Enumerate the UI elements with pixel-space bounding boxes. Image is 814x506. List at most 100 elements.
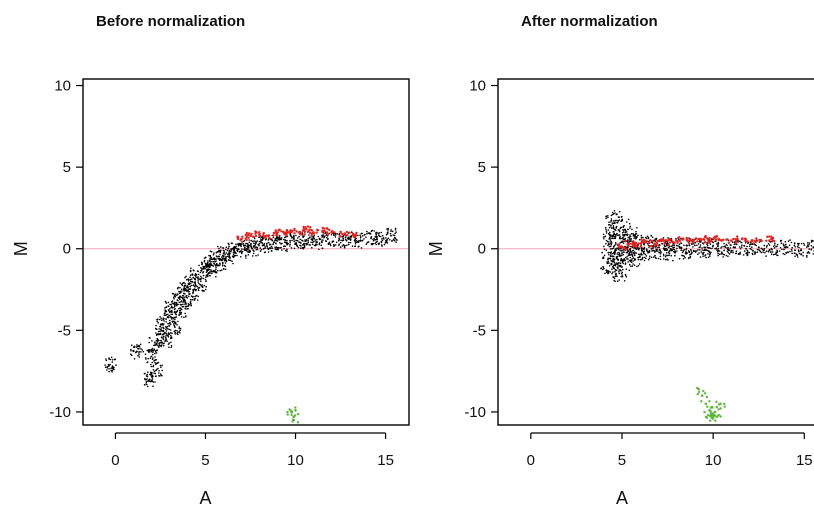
data-point (663, 242, 666, 245)
data-point (189, 269, 192, 272)
data-point (140, 351, 142, 353)
data-point (130, 348, 132, 351)
data-point (239, 250, 241, 252)
data-point (613, 247, 615, 249)
data-point (338, 244, 340, 247)
data-point (138, 344, 140, 347)
data-point (200, 285, 202, 287)
data-point (793, 242, 796, 245)
data-point (728, 248, 730, 251)
data-point (231, 242, 233, 245)
data-point (190, 284, 193, 287)
data-point (175, 311, 177, 314)
data-point (244, 246, 246, 249)
data-point (796, 256, 799, 258)
data-point (296, 239, 299, 242)
data-point (171, 306, 174, 309)
data-point (645, 248, 648, 250)
data-point (696, 386, 699, 390)
data-point (210, 263, 213, 265)
data-point (328, 232, 331, 235)
data-point (243, 245, 245, 247)
data-point (624, 274, 627, 277)
data-point (171, 313, 174, 316)
data-point (278, 234, 281, 237)
data-point (638, 249, 640, 251)
data-point (192, 284, 195, 286)
data-point (612, 213, 615, 215)
data-point (247, 236, 250, 239)
data-point (181, 290, 183, 292)
data-point (623, 240, 625, 242)
data-point (138, 350, 140, 353)
data-point (261, 242, 264, 245)
data-point (156, 320, 159, 323)
data-point (608, 262, 610, 264)
data-point (647, 237, 650, 240)
data-point (603, 267, 605, 270)
data-point (603, 248, 606, 250)
data-point (662, 253, 665, 256)
data-point (707, 253, 709, 255)
data-point (187, 289, 189, 292)
data-point (343, 232, 347, 235)
data-point (708, 246, 710, 249)
data-point (664, 255, 667, 258)
data-point (749, 247, 751, 250)
data-point (255, 254, 257, 257)
data-point (334, 244, 337, 246)
data-point (227, 253, 229, 255)
data-point (701, 249, 703, 251)
data-point (703, 246, 705, 248)
data-point (604, 272, 606, 275)
data-point (187, 308, 189, 310)
data-point (618, 255, 621, 257)
data-point (655, 250, 657, 252)
data-point (705, 249, 708, 251)
data-point (246, 242, 248, 245)
data-point (385, 237, 387, 239)
data-point (291, 239, 293, 242)
data-point (179, 303, 182, 306)
data-point (735, 252, 738, 255)
data-point (255, 248, 258, 251)
data-point (194, 288, 196, 291)
data-point (152, 381, 155, 383)
data-point (167, 305, 170, 308)
data-point (148, 341, 150, 344)
data-point (616, 266, 619, 269)
data-point (373, 238, 376, 240)
data-point (168, 319, 171, 322)
data-point (234, 251, 237, 254)
series-outlier (286, 406, 300, 424)
data-point (384, 242, 387, 244)
data-point (361, 232, 363, 235)
data-point (665, 249, 668, 252)
data-point (155, 332, 157, 334)
data-point (290, 413, 293, 417)
data-point (338, 232, 341, 235)
data-point (278, 236, 281, 238)
data-point (158, 372, 160, 374)
data-point (234, 254, 237, 257)
data-point (736, 235, 739, 238)
data-point (137, 355, 139, 357)
data-point (147, 349, 149, 352)
data-point (610, 218, 613, 220)
data-point (678, 257, 681, 260)
data-point (141, 349, 143, 351)
data-point (643, 246, 646, 249)
data-point (245, 242, 247, 245)
data-point (254, 230, 257, 233)
data-point (111, 367, 114, 370)
data-point (244, 255, 247, 257)
data-point (267, 241, 270, 244)
data-point (709, 251, 711, 254)
data-point (666, 241, 669, 243)
data-point (160, 366, 162, 369)
data-point (217, 269, 219, 272)
data-point (704, 235, 707, 239)
data-point (167, 313, 169, 316)
data-point (220, 249, 222, 252)
